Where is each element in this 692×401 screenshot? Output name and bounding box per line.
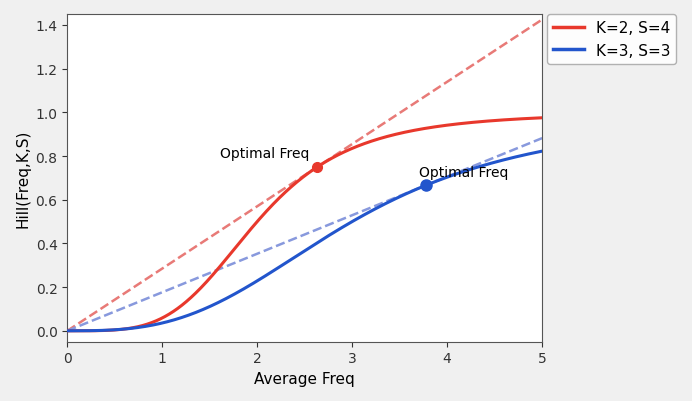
Legend: K=2, S=4, K=3, S=3: K=2, S=4, K=3, S=3 — [547, 15, 676, 65]
Text: Optimal Freq: Optimal Freq — [419, 165, 508, 179]
Y-axis label: Hill(Freq,K,S): Hill(Freq,K,S) — [15, 130, 30, 227]
Text: Optimal Freq: Optimal Freq — [220, 147, 309, 161]
X-axis label: Average Freq: Average Freq — [255, 371, 355, 386]
